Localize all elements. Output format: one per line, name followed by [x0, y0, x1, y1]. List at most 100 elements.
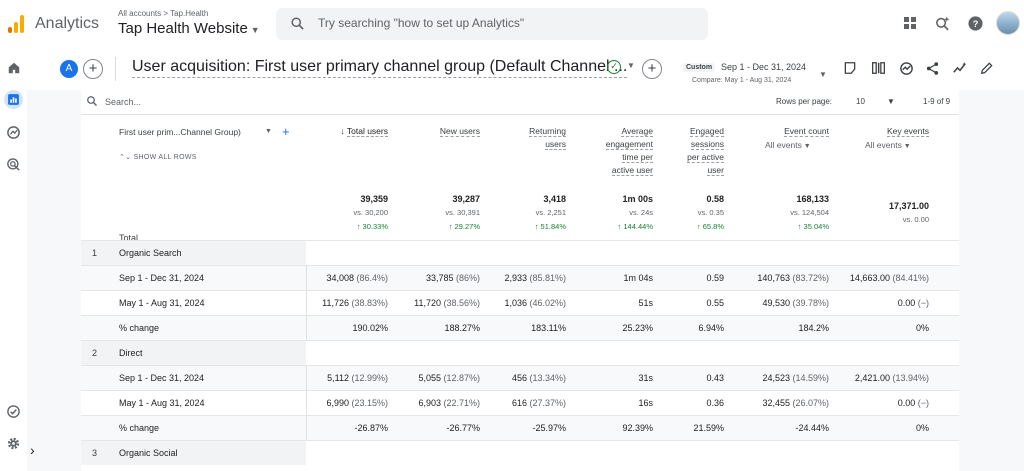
column-header-text: Total users: [346, 126, 388, 137]
cell-value: 183.11%: [531, 323, 566, 333]
table-row-channel[interactable]: 2 Direct: [81, 340, 959, 365]
cell-value: 1,036: [504, 298, 527, 308]
rows-per-page-chevron-down-icon[interactable]: ▼: [887, 97, 895, 106]
share-icon[interactable]: [923, 59, 941, 77]
top-app-bar: Analytics All accounts > Tap.Health Tap …: [0, 0, 1024, 48]
dimension-chevron-down-icon[interactable]: ▼: [265, 128, 272, 135]
add-comparison-button[interactable]: +: [83, 59, 103, 79]
compare-columns-icon[interactable]: [869, 59, 887, 77]
table-row-channel[interactable]: 1 Organic Search: [81, 240, 959, 265]
column-header[interactable]: Average engagement time per active user: [563, 125, 653, 177]
rows-per-page-select[interactable]: 10: [856, 97, 865, 106]
table-row-channel[interactable]: 3 Organic Social: [81, 440, 959, 465]
event-filter-dropdown[interactable]: All events ▼: [865, 140, 911, 150]
total-value: 168,133: [796, 194, 829, 204]
cell-value: -26.77%: [446, 423, 480, 433]
compare-range[interactable]: Compare: May 1 - Aug 31, 2024: [692, 77, 792, 84]
expand-nav-chevron-right-icon[interactable]: ›: [30, 442, 35, 458]
table-cell: 11,720 (38.56%): [414, 298, 480, 308]
search-insights-icon[interactable]: [932, 13, 952, 33]
column-header[interactable]: Returning users: [476, 125, 566, 151]
help-icon[interactable]: ?: [965, 13, 985, 33]
table-cell: 190.02%: [352, 323, 388, 333]
cell-value: 5,112: [327, 373, 349, 383]
column-header[interactable]: Engaged sessions per active user: [634, 125, 724, 177]
cell-share: (12.99%): [348, 373, 388, 383]
report-title[interactable]: User acquisition: First user primary cha…: [132, 58, 628, 78]
account-avatar[interactable]: [996, 11, 1020, 35]
analytics-logo-icon[interactable]: [8, 15, 24, 33]
cell-value: 0.00: [897, 298, 916, 308]
explore-icon[interactable]: [4, 123, 23, 142]
customize-report-icon[interactable]: [841, 59, 859, 77]
rows-per-page-label: Rows per page:: [776, 97, 833, 106]
add-filter-button[interactable]: +: [642, 59, 662, 79]
table-search-input[interactable]: Search...: [105, 97, 142, 107]
cell-value: 6,990: [326, 398, 349, 408]
column-header[interactable]: Event count: [739, 125, 829, 138]
property-selector[interactable]: Tap Health Website ▼: [118, 20, 260, 37]
add-dimension-button[interactable]: +: [282, 124, 290, 139]
table-row[interactable]: Sep 1 - Dec 31, 2024 34,008 (86.4%) 33,785…: [81, 265, 959, 290]
settings-gear-icon[interactable]: [4, 434, 23, 453]
total-value: 39,287: [452, 194, 480, 204]
search-bar[interactable]: Try searching "how to set up Analytics": [276, 8, 708, 40]
insights-icon[interactable]: [897, 59, 915, 77]
table-cell: 24,523 (14.59%): [762, 373, 829, 383]
cell-value: 25.23%: [622, 323, 653, 333]
total-cell: 39,359 vs. 30,200 ↑ 30.33%: [298, 192, 388, 234]
column-header[interactable]: New users: [390, 125, 480, 138]
row-fill: [306, 341, 959, 365]
table-row[interactable]: % change -26.87% -26.77% -25.97% 92.39% 21.59…: [81, 415, 959, 440]
account-breadcrumb[interactable]: All accounts > Tap.Health: [118, 9, 209, 18]
configure-icon[interactable]: [4, 402, 23, 421]
show-all-rows-button[interactable]: ⌃⌄ SHOW ALL ROWS: [119, 153, 197, 161]
table-cell: 33,785 (86%): [426, 273, 480, 283]
cell-value: 31s: [638, 373, 653, 383]
reports-icon[interactable]: [4, 90, 23, 109]
check-circle-icon[interactable]: ✓: [607, 60, 621, 74]
comparison-chip[interactable]: A: [60, 60, 78, 78]
cell-value: 616: [511, 398, 527, 408]
cell-share: (39.78%): [789, 298, 829, 308]
total-cell: 17,371.00 vs. 0.00: [839, 199, 929, 227]
cell-share: (13.34%): [526, 373, 566, 383]
expand-icon: ⌃⌄: [119, 154, 134, 161]
trend-insights-icon[interactable]: [951, 59, 969, 77]
home-icon[interactable]: [4, 58, 23, 77]
column-header[interactable]: Key events: [839, 125, 929, 138]
column-header[interactable]: ↓ Total users: [298, 125, 388, 138]
total-value: 0.58: [706, 194, 724, 204]
apps-grid-icon[interactable]: [900, 13, 920, 33]
total-vs: vs. 30,200: [353, 208, 388, 217]
svg-text:?: ?: [972, 19, 978, 29]
dimension-selector[interactable]: First user prim...Channel Group): [119, 127, 241, 137]
cell-value: 32,455: [762, 398, 790, 408]
table-row[interactable]: May 1 - Aug 31, 2024 11,726 (38.83%) 11,72…: [81, 290, 959, 315]
chevron-down-icon: ▼: [901, 143, 911, 150]
date-range[interactable]: Sep 1 - Dec 31, 2024: [721, 62, 807, 72]
cell-value: 24,523: [762, 373, 790, 383]
row-label: Sep 1 - Dec 31, 2024: [119, 373, 205, 383]
chevron-down-icon[interactable]: ▼: [627, 61, 635, 70]
table-cell: 21.59%: [693, 423, 724, 433]
cell-share: (14.59%): [789, 373, 829, 383]
table-cell: 0.00 (−): [898, 298, 929, 308]
row-index: 3: [92, 448, 98, 458]
event-filter-dropdown[interactable]: All events ▼: [765, 140, 811, 150]
table-cell: 1m 04s: [623, 273, 653, 283]
table-cell: 31s: [638, 373, 653, 383]
table-row[interactable]: % change 190.02% 188.27% 183.11% 25.23% 6.94%…: [81, 315, 959, 340]
table-cell: 16s: [638, 398, 653, 408]
edit-pencil-icon[interactable]: [978, 59, 996, 77]
date-range-chevron-down-icon[interactable]: ▼: [819, 70, 827, 79]
sort-arrow-down-icon: ↓: [340, 126, 347, 136]
cell-value: 5,055: [418, 373, 441, 383]
search-placeholder: Try searching "how to set up Analytics": [318, 16, 525, 30]
table-cell: 184.2%: [798, 323, 829, 333]
table-toolbar: Search... Rows per page: 10 ▼ 1-9 of 9: [81, 90, 959, 115]
table-row[interactable]: Sep 1 - Dec 31, 2024 5,112 (12.99%) 5,055 …: [81, 365, 959, 390]
table-row[interactable]: May 1 - Aug 31, 2024 6,990 (23.15%) 6,903 …: [81, 390, 959, 415]
chevron-down-icon: ▼: [250, 25, 260, 35]
advertising-icon[interactable]: [4, 155, 23, 174]
